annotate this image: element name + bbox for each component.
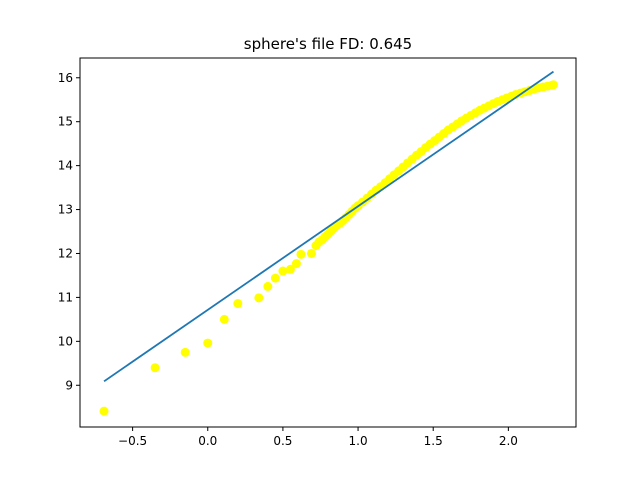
y-tick-label: 14 <box>58 159 73 173</box>
y-tick-label: 15 <box>58 115 73 129</box>
chart-title: sphere's file FD: 0.645 <box>244 35 412 53</box>
y-tick-label: 16 <box>58 71 73 85</box>
x-tick-label: 0.0 <box>198 434 217 448</box>
x-tick-label: −0.5 <box>118 434 147 448</box>
data-point <box>263 281 273 291</box>
data-point <box>180 347 190 357</box>
y-tick-label: 9 <box>65 378 73 392</box>
data-point <box>254 293 264 303</box>
x-tick-label: 1.5 <box>424 434 443 448</box>
data-point <box>99 406 109 416</box>
data-point <box>306 248 316 258</box>
data-point <box>285 264 295 274</box>
y-tick-label: 13 <box>58 203 73 217</box>
data-point <box>150 363 160 373</box>
data-point <box>270 273 280 283</box>
data-point <box>278 266 288 276</box>
data-point <box>219 314 229 324</box>
plot-frame <box>79 57 577 428</box>
x-tick-label: 1.0 <box>349 434 368 448</box>
fit-line <box>103 70 554 383</box>
data-point <box>291 259 301 269</box>
x-tick-label: 2.0 <box>499 434 518 448</box>
y-tick-label: 11 <box>58 290 73 304</box>
y-tick-label: 12 <box>58 246 73 260</box>
y-tick-label: 10 <box>58 334 73 348</box>
data-point <box>548 80 558 90</box>
data-point <box>233 299 243 309</box>
data-point <box>296 249 306 259</box>
x-tick-label: 0.5 <box>273 434 292 448</box>
data-point <box>203 338 213 348</box>
